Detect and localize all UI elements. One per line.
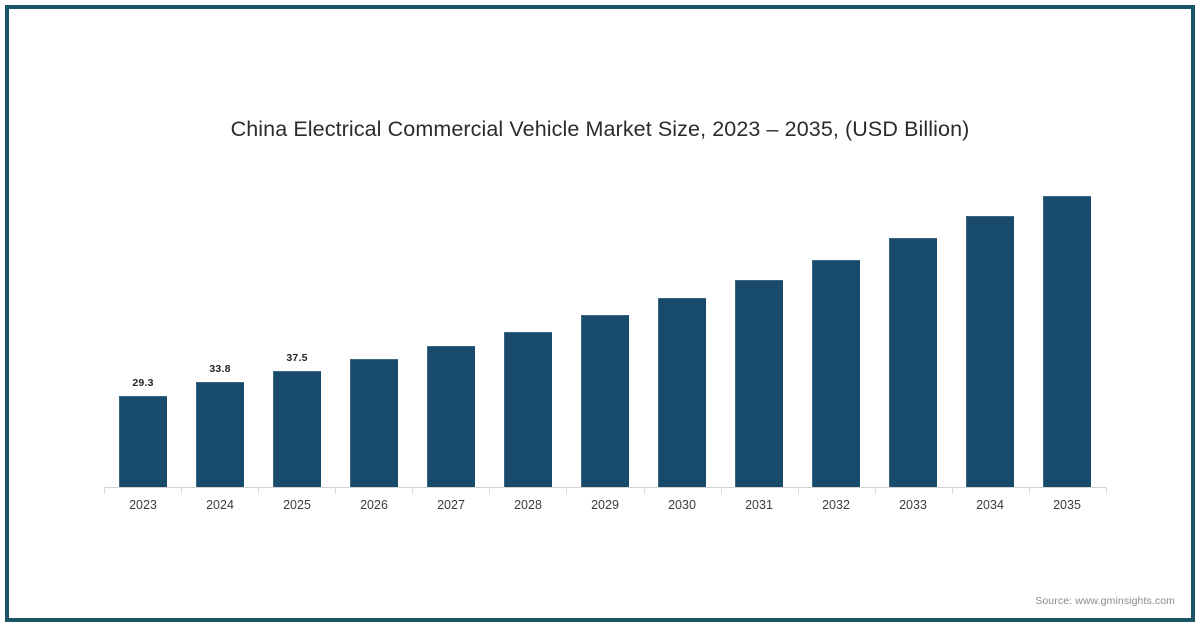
bar-2025: [273, 371, 321, 487]
x-tick-mark: [566, 487, 567, 494]
bar-2033: [889, 238, 937, 487]
x-tick-mark: [644, 487, 645, 494]
bar-2027: [427, 346, 475, 487]
bar-2034: [966, 216, 1014, 487]
x-tick-label-2031: 2031: [745, 498, 773, 512]
bar-2032: [812, 260, 860, 487]
x-tick-mark: [721, 487, 722, 494]
bar-2028: [504, 332, 552, 487]
bar-2023: [119, 396, 167, 487]
source-attribution: Source: www.gminsights.com: [1035, 595, 1175, 607]
x-tick-mark: [104, 487, 105, 494]
x-tick-label-2028: 2028: [514, 498, 542, 512]
x-axis-line: [104, 487, 1106, 488]
bar-value-label-2024: 33.8: [209, 363, 231, 375]
x-tick-mark: [952, 487, 953, 494]
x-tick-mark: [875, 487, 876, 494]
x-tick-mark: [258, 487, 259, 494]
x-tick-mark: [1106, 487, 1107, 494]
bar-value-label-2025: 37.5: [286, 352, 308, 364]
x-tick-mark: [412, 487, 413, 494]
x-tick-mark: [181, 487, 182, 494]
chart-canvas: China Electrical Commercial Vehicle Mark…: [9, 9, 1191, 618]
x-tick-label-2026: 2026: [360, 498, 388, 512]
x-tick-mark: [335, 487, 336, 494]
x-tick-mark: [1029, 487, 1030, 494]
x-tick-label-2024: 2024: [206, 498, 234, 512]
x-tick-label-2023: 2023: [129, 498, 157, 512]
x-tick-label-2032: 2032: [822, 498, 850, 512]
x-tick-mark: [489, 487, 490, 494]
bar-2024: [196, 382, 244, 487]
x-tick-label-2029: 2029: [591, 498, 619, 512]
x-tick-label-2025: 2025: [283, 498, 311, 512]
x-tick-label-2033: 2033: [899, 498, 927, 512]
page-title: China Electrical Commercial Vehicle Mark…: [230, 117, 970, 141]
x-tick-label-2034: 2034: [976, 498, 1004, 512]
x-tick-label-2035: 2035: [1053, 498, 1081, 512]
x-tick-label-2027: 2027: [437, 498, 465, 512]
bar-2029: [581, 315, 629, 487]
bar-2026: [350, 359, 398, 487]
bar-2030: [658, 298, 706, 487]
chart-frame: China Electrical Commercial Vehicle Mark…: [5, 5, 1195, 622]
x-tick-mark: [798, 487, 799, 494]
x-tick-label-2030: 2030: [668, 498, 696, 512]
bar-2031: [735, 280, 783, 487]
bar-value-label-2023: 29.3: [132, 377, 154, 389]
bar-2035: [1043, 196, 1091, 487]
